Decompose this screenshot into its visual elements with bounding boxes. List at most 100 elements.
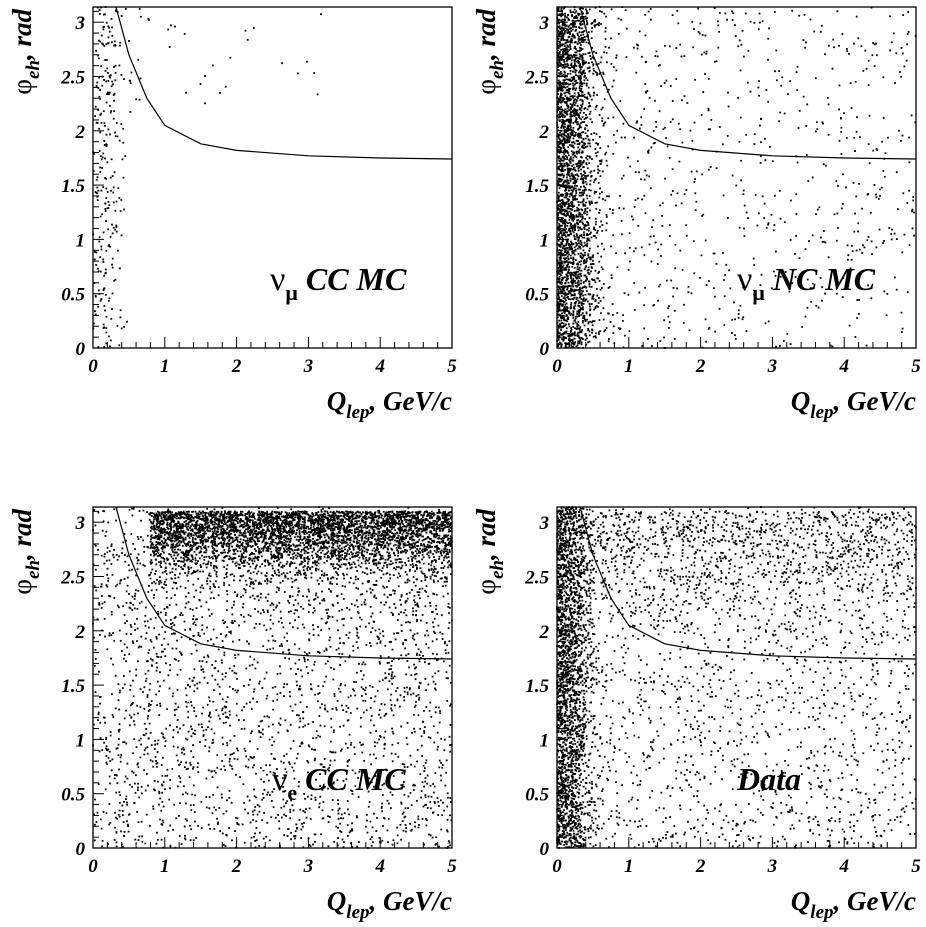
scatter-point [598, 169, 601, 172]
scatter-point [743, 55, 745, 58]
scatter-point [560, 15, 563, 18]
scatter-point [585, 114, 587, 116]
scatter-point [584, 293, 587, 296]
scatter-point [587, 52, 590, 55]
scatter-point [577, 40, 580, 43]
scatter-point [619, 327, 622, 330]
scatter-point [604, 199, 607, 202]
scatter-point [566, 156, 568, 158]
scatter-point [573, 205, 576, 207]
scatter-point [623, 292, 626, 295]
scatter-point [570, 212, 572, 215]
scatter-point [584, 224, 587, 227]
scatter-point [357, 541, 360, 544]
scatter-point [383, 522, 386, 524]
scatter-point [559, 14, 561, 17]
scatter-point [756, 224, 759, 227]
scatter-point [564, 115, 566, 118]
scatter-point [203, 517, 205, 520]
scatter-point [787, 93, 789, 95]
scatter-point [566, 181, 569, 184]
scatter-point [593, 308, 595, 311]
scatter-point [599, 209, 601, 212]
scatter-point [574, 98, 576, 101]
scatter-point [96, 195, 99, 198]
scatter-point [804, 248, 807, 250]
scatter-point [308, 534, 311, 536]
scatter-point [819, 277, 822, 279]
scatter-point [227, 520, 229, 522]
scatter-point [404, 515, 406, 518]
scatter-point [565, 194, 567, 197]
scatter-point [601, 287, 603, 289]
scatter-point [569, 192, 572, 195]
scatter-point [109, 74, 112, 77]
scatter-point [418, 523, 421, 526]
scatter-point [848, 324, 851, 327]
scatter-point [217, 533, 220, 536]
scatter-point [108, 30, 111, 33]
scatter-point [105, 144, 108, 146]
scatter-point [109, 76, 111, 79]
scatter-point [559, 45, 561, 48]
scatter-point [593, 320, 596, 323]
scatter-point [125, 8, 127, 10]
scatter-point [572, 279, 575, 282]
scatter-point [114, 79, 117, 82]
scatter-point [238, 555, 240, 558]
scatter-point [572, 84, 575, 87]
scatter-point [567, 13, 569, 16]
scatter-point [700, 53, 703, 56]
scatter-point [188, 510, 190, 513]
scatter-point [661, 225, 664, 227]
scatter-point [882, 242, 884, 244]
scatter-point [566, 309, 568, 312]
scatter-point [574, 238, 577, 241]
scatter-point [566, 296, 568, 299]
scatter-point [579, 132, 581, 135]
scatter-point [572, 25, 574, 28]
scatter-point [587, 322, 590, 325]
scatter-point [566, 44, 569, 47]
scatter-point [559, 71, 562, 73]
scatter-point [605, 15, 607, 18]
scatter-point [583, 190, 586, 192]
scatter-point [559, 205, 561, 207]
scatter-point [840, 117, 842, 119]
scatter-point [620, 220, 623, 222]
scatter-point [587, 31, 590, 34]
scatter-point [587, 105, 590, 108]
scatter-point [566, 255, 569, 258]
scatter-point [585, 162, 588, 165]
scatter-point [557, 278, 560, 281]
scatter-point [175, 539, 177, 542]
scatter-point [105, 21, 108, 24]
scatter-point [560, 170, 563, 173]
scatter-point [776, 79, 778, 82]
scatter-point [109, 235, 112, 238]
scatter-point [599, 61, 602, 64]
scatter-point [573, 253, 576, 256]
scatter-point [565, 189, 567, 192]
scatter-point [576, 243, 579, 245]
scatter-point [107, 72, 109, 74]
scatter-point [572, 317, 575, 319]
scatter-point [199, 531, 202, 534]
scatter-point [558, 106, 560, 109]
scatter-point [569, 290, 572, 292]
scatter-point [584, 333, 587, 335]
scatter-point [561, 75, 563, 77]
scatter-point [577, 57, 580, 60]
scatter-point [94, 115, 96, 118]
scatter-point [590, 270, 592, 273]
scatter-point [774, 194, 776, 197]
scatter-point [644, 83, 647, 85]
scatter-point [581, 54, 584, 57]
scatter-point [353, 563, 356, 565]
scatter-point [292, 511, 294, 513]
scatter-point [604, 46, 607, 48]
scatter-point [572, 219, 575, 222]
scatter-point [124, 155, 127, 157]
scatter-point [574, 155, 576, 157]
scatter-point [658, 110, 661, 113]
